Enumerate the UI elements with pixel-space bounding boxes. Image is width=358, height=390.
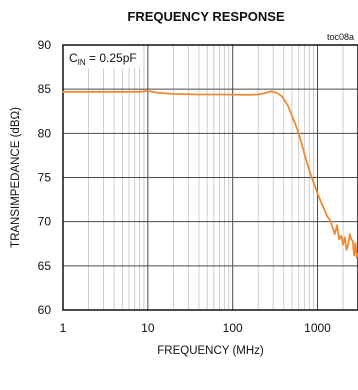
y-tick-label: 75 [38, 171, 52, 185]
y-tick-label: 60 [38, 303, 52, 317]
figure-tag: toc08a [327, 32, 354, 42]
y-tick-labels: 60 65 70 75 80 85 90 [38, 38, 52, 317]
y-axis-label: TRANSIMPEDANCE (dBΩ) [10, 107, 22, 248]
plot-area-frame [62, 44, 358, 311]
x-tick-label: 100 [223, 321, 243, 335]
x-axis-label: FREQUENCY (MHz) [157, 345, 264, 357]
y-tick-label: 70 [38, 215, 52, 229]
x-tick-label: 1000 [304, 321, 331, 335]
x-tick-labels: 1 10 100 1000 [60, 321, 332, 335]
annotation-subscript: IN [78, 58, 86, 67]
capacitance-annotation: CIN = 0.25pF [64, 46, 142, 68]
y-tick-label: 65 [38, 259, 52, 273]
annotation-text: CIN = 0.25pF [69, 51, 137, 67]
series-line [62, 90, 358, 259]
chart-title: FREQUENCY RESPONSE [127, 9, 285, 24]
y-tick-label: 80 [38, 126, 52, 140]
series [62, 90, 358, 259]
x-tick-label: 10 [141, 321, 155, 335]
x-tick-label: 1 [60, 321, 67, 335]
annotation-box [64, 46, 142, 68]
y-tick-label: 90 [38, 38, 52, 52]
annotation-rest: = 0.25pF [86, 51, 137, 65]
annotation-main: C [69, 51, 78, 65]
grid [63, 45, 358, 310]
y-tick-label: 85 [38, 82, 52, 96]
